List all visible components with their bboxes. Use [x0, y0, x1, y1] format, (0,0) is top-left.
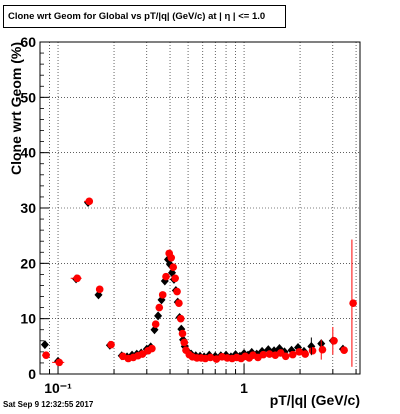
y-tick-label: 0	[28, 366, 36, 382]
x-tick-label: 1	[240, 380, 248, 396]
data-point-red	[167, 253, 176, 262]
data-point-red	[155, 303, 164, 312]
y-tick-label: 40	[20, 145, 36, 161]
data-point-red	[95, 285, 104, 294]
x-tick-label: 10⁻¹	[44, 380, 72, 396]
data-point-red	[318, 345, 327, 354]
y-tick-label: 30	[20, 200, 36, 216]
data-point-red	[330, 337, 338, 345]
timestamp: Sat Sep 9 12:32:55 2017	[3, 400, 94, 409]
data-point-red	[173, 287, 181, 296]
data-point-red	[151, 320, 160, 329]
data-point-red	[206, 353, 215, 362]
data-point-red	[340, 346, 348, 355]
data-point-red	[171, 274, 179, 283]
data-point-red	[169, 263, 178, 272]
y-tick-label: 50	[20, 89, 36, 105]
data-point-red	[176, 314, 185, 323]
data-point-red	[259, 350, 268, 359]
data-point-red	[301, 350, 309, 358]
x-axis-label: pT/|q| (GeV/c)	[270, 392, 360, 408]
y-tick-label: 60	[20, 34, 36, 50]
data-point-red	[349, 299, 357, 307]
data-point-black	[40, 340, 49, 350]
data-point-red	[107, 340, 115, 349]
y-tick-label: 10	[20, 311, 36, 327]
data-point-red	[308, 346, 317, 355]
data-point-red	[158, 291, 167, 299]
data-point-red	[295, 348, 304, 356]
chart-title: Clone wrt Geom for Global vs pT/|q| (GeV…	[3, 5, 286, 28]
data-point-red	[180, 338, 189, 347]
data-point-red	[178, 329, 187, 338]
data-point-red	[175, 299, 183, 307]
data-point-black	[154, 311, 163, 321]
data-point-red	[281, 352, 290, 361]
data-point-red	[162, 272, 170, 281]
data-point-red	[148, 344, 156, 353]
y-axis-label: Clone wrt Geom (%)	[8, 42, 24, 175]
data-point-red	[138, 350, 147, 358]
y-tick-label: 20	[20, 255, 36, 271]
data-point-red	[265, 350, 274, 358]
data-point-red	[288, 350, 297, 359]
